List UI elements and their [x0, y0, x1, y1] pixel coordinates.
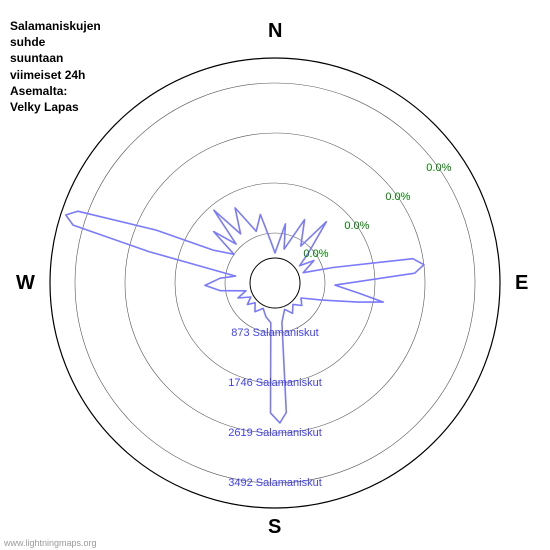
title-line: Asemalta:: [10, 83, 101, 99]
pct-label: 0.0%: [344, 220, 369, 232]
ring-label: 2619 Salamaniskut: [228, 427, 322, 439]
chart-title: Salamaniskujen suhde suuntaan viimeiset …: [10, 18, 101, 115]
ring-label: 873 Salamaniskut: [231, 327, 318, 339]
cardinal-w: W: [16, 272, 35, 295]
title-line: suhde: [10, 34, 101, 50]
pct-label: 0.0%: [426, 162, 451, 174]
cardinal-n: N: [268, 20, 282, 43]
cardinal-e: E: [515, 272, 528, 295]
title-line: Velky Lapas: [10, 99, 101, 115]
title-line: viimeiset 24h: [10, 67, 101, 83]
ring-label: 1746 Salamaniskut: [228, 377, 322, 389]
ring-label: 3492 Salamaniskut: [228, 477, 322, 489]
pct-label: 0.0%: [303, 248, 328, 260]
title-line: suuntaan: [10, 50, 101, 66]
pct-label: 0.0%: [385, 191, 410, 203]
cardinal-s: S: [268, 516, 281, 539]
title-line: Salamaniskujen: [10, 18, 101, 34]
footer-credit: www.lightningmaps.org: [4, 538, 97, 548]
